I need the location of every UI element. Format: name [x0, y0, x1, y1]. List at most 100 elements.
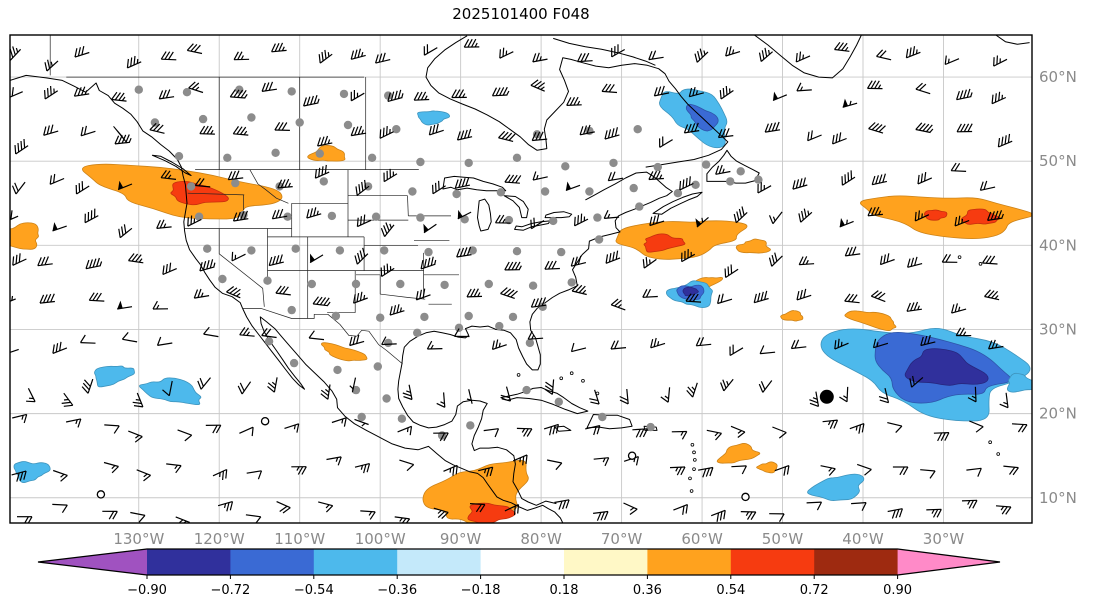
station-dot	[134, 85, 143, 94]
station-dot	[460, 215, 469, 224]
station-dot	[528, 281, 538, 290]
lat-tick-label: 10°N	[1039, 489, 1077, 507]
station-dot	[382, 394, 391, 403]
station-dot	[495, 321, 504, 331]
station-dot	[609, 158, 618, 168]
lat-tick-label: 20°N	[1039, 405, 1077, 423]
station-dot	[150, 118, 160, 127]
station-dot	[339, 89, 349, 99]
station-dot	[333, 365, 342, 375]
coastlines	[10, 35, 1030, 523]
station-dot	[452, 189, 461, 199]
lat-tick-label: 40°N	[1039, 236, 1077, 254]
station-dot	[275, 182, 284, 191]
station-dot	[561, 162, 570, 171]
station-dot	[331, 311, 341, 321]
colorbar-tick-label: 0.90	[883, 583, 912, 598]
lon-tick-label: 50°W	[762, 530, 804, 548]
station-dot	[484, 279, 493, 289]
wind-barbs	[10, 38, 1028, 523]
station-dot	[525, 338, 535, 348]
figure-title: 2025101400 F048	[452, 5, 590, 23]
station-dot	[540, 187, 550, 196]
anomaly-region	[844, 310, 897, 331]
station-dot	[291, 244, 300, 253]
anomaly-region	[682, 286, 699, 297]
station-dot	[264, 337, 274, 346]
colorbar: −0.90 −0.72 −0.54 −0.36 −0.18 0.18 0.36 0.54 0.7…	[37, 548, 1001, 598]
colorbar-under-arrow	[38, 549, 147, 575]
colorbar-tick-label: −0.36	[377, 583, 417, 598]
map-frame	[9, 34, 1033, 524]
anomaly-region	[643, 233, 686, 253]
station-dot	[315, 149, 324, 158]
station-dot	[283, 212, 292, 221]
station-dot	[289, 358, 299, 368]
colorbar-tick-label: −0.90	[127, 583, 167, 598]
station-dot	[496, 188, 506, 197]
station-dot	[593, 213, 602, 222]
station-dot	[646, 422, 655, 432]
station-dot	[397, 414, 407, 423]
axis-tick-labels: 130°W 120°W 110°W 100°W 90°W 80°W 70°W 60°W 50°W…	[113, 68, 1076, 548]
point-markers	[96, 389, 834, 502]
station-dot	[508, 312, 518, 322]
station-dot	[464, 158, 473, 168]
station-dot	[174, 152, 184, 161]
station-dot	[271, 148, 280, 157]
station-dot	[701, 160, 711, 169]
anomaly-region	[320, 342, 368, 362]
station-dot	[454, 323, 464, 332]
lon-tick-label: 60°W	[681, 530, 723, 548]
station-dot	[198, 114, 208, 124]
anomaly-region	[467, 502, 516, 523]
anomaly-region	[860, 195, 1032, 240]
station-dot	[247, 113, 256, 122]
lon-tick-label: 30°W	[923, 530, 965, 548]
station-dot	[567, 278, 576, 287]
station-dot	[420, 312, 429, 322]
station-dot	[380, 246, 389, 255]
open-circle-marker	[627, 451, 637, 460]
lon-tick-label: 100°W	[355, 530, 406, 548]
station-dot	[440, 280, 449, 290]
open-circle-marker	[96, 490, 106, 499]
anomaly-region	[307, 145, 346, 162]
grid-lines	[10, 35, 1032, 523]
station-dot	[287, 87, 296, 96]
anomaly-region	[10, 222, 39, 250]
station-dot	[522, 385, 531, 395]
station-dot	[182, 88, 192, 97]
station-dots	[134, 85, 763, 440]
lat-tick-label: 30°N	[1039, 321, 1077, 339]
colorbar-tick-label: −0.18	[461, 583, 501, 598]
station-dot	[351, 279, 361, 289]
colorbar-segment	[313, 549, 398, 575]
station-dot	[557, 247, 566, 257]
station-dot	[504, 215, 514, 225]
colorbar-tick-label: −0.72	[210, 583, 250, 598]
station-dot	[598, 412, 607, 422]
anomaly-patches	[10, 88, 1032, 523]
station-dot	[673, 189, 683, 198]
station-dot	[335, 246, 345, 255]
station-dot	[231, 178, 240, 188]
filled-circle-marker	[819, 389, 834, 404]
station-dot	[726, 177, 735, 186]
station-dot	[186, 182, 196, 191]
station-dot	[736, 167, 745, 176]
colorbar-segment	[564, 549, 648, 575]
colorbar-tick-label: 0.72	[800, 583, 829, 598]
station-dot	[194, 212, 204, 221]
anomaly-region	[756, 461, 778, 474]
station-dot	[319, 177, 328, 186]
colorbar-segment	[480, 549, 565, 575]
anomaly-region	[417, 110, 450, 126]
anomaly-region	[807, 473, 865, 501]
station-dot	[376, 313, 385, 322]
colorbar-segment	[147, 549, 231, 575]
anomaly-region	[780, 310, 804, 322]
station-dot	[554, 397, 563, 406]
lon-tick-label: 120°W	[194, 530, 245, 548]
